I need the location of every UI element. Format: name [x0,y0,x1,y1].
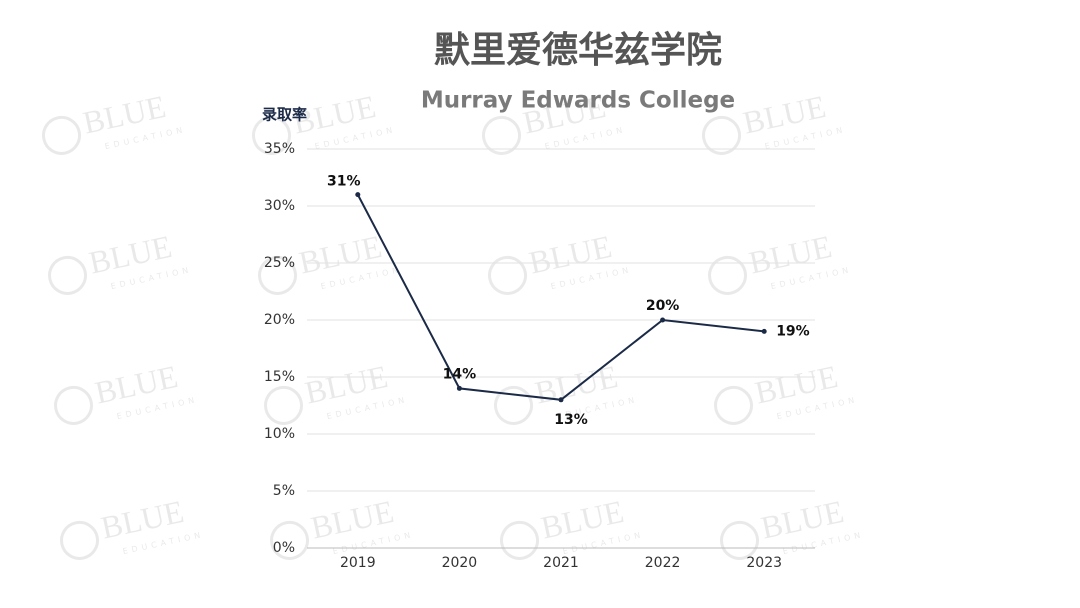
watermark-badge [488,255,528,295]
watermark-badge [500,520,540,560]
y-axis-label: 录取率 [262,106,307,124]
data-point [355,192,361,198]
y-tick-label: 5% [273,483,295,499]
data-label: 20% [646,298,680,314]
y-tick-label: 30% [264,198,295,214]
watermark-badge [48,255,88,295]
data-label: 13% [554,412,588,428]
watermark-badge [54,385,94,425]
watermark-badge [482,115,522,155]
watermark-badge [258,255,298,295]
x-tick-label: 2023 [746,555,782,571]
data-point [456,385,462,391]
y-tick-label: 20% [264,312,295,328]
y-tick-label: 15% [264,369,295,385]
watermark-badge [252,115,292,155]
data-label: 14% [443,366,477,382]
watermark-badge [60,520,100,560]
y-tick-label: 25% [264,255,295,271]
x-tick-label: 2019 [340,555,376,571]
watermark-badge [714,385,754,425]
watermark-badge [270,520,310,560]
x-tick-label: 2020 [442,555,478,571]
watermark-badge [702,115,742,155]
data-point [761,328,767,334]
x-tick-label: 2021 [543,555,579,571]
watermark-badge [42,115,82,155]
data-point [660,317,666,323]
y-tick-label: 0% [273,540,295,556]
x-tick-label: 2022 [645,555,681,571]
watermark-badge [720,520,760,560]
data-point [558,397,564,403]
watermark-badge [708,255,748,295]
chart-subtitle: Murray Edwards College [421,88,735,114]
data-label: 19% [776,323,810,339]
y-tick-label: 35% [264,141,295,157]
watermark-badge [494,385,534,425]
watermark-badge [264,385,304,425]
y-tick-label: 10% [264,426,295,442]
data-label: 31% [327,174,361,190]
chart-title: 默里爱德华兹学院 [434,29,722,71]
